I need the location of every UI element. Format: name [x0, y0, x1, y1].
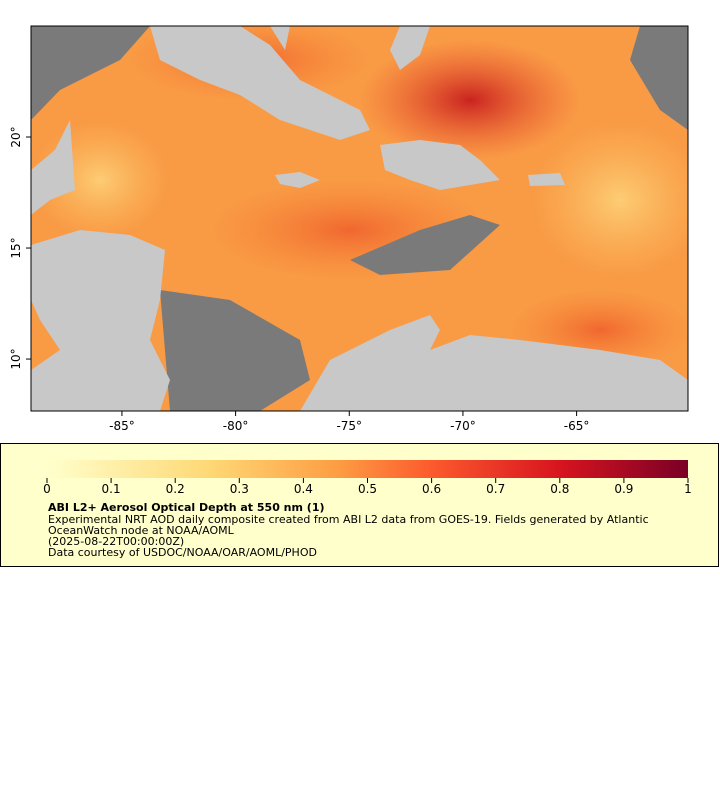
x-tick-label: -70° [450, 419, 476, 433]
x-tick-label: -80° [223, 419, 249, 433]
colorbar-tick-label: 0.4 [294, 482, 313, 496]
colorbar-tick-label: 0.8 [550, 482, 569, 496]
y-tick-label: 20° [9, 126, 23, 147]
map-frame [30, 25, 689, 412]
colorbar-tick-label: 0.5 [358, 482, 377, 496]
x-tick-label: -85° [109, 419, 135, 433]
legend-line: Experimental NRT AOD daily composite cre… [48, 513, 649, 526]
x-tick-label: -65° [564, 419, 590, 433]
y-tick-label: 10° [9, 348, 23, 369]
y-tick-label: 15° [9, 237, 23, 258]
map-raster [31, 26, 688, 411]
colorbar-tick-label: 0 [43, 482, 51, 496]
legend-line: OceanWatch node at NOAA/AOML [48, 524, 235, 537]
colorbar-tick-label: 0.3 [230, 482, 249, 496]
colorbar-tick-label: 0.2 [166, 482, 185, 496]
legend-line: Data courtesy of USDOC/NOAA/OAR/AOML/PHO… [48, 546, 317, 559]
colorbar-tick-label: 0.6 [422, 482, 441, 496]
colorbar-tick-label: 1 [684, 482, 692, 496]
colorbar-tick-label: 0.1 [102, 482, 121, 496]
colorbar-tick-label: 0.7 [486, 482, 505, 496]
colorbar-tick-label: 0.9 [614, 482, 633, 496]
x-tick-label: -75° [336, 419, 362, 433]
legend-line: (2025-08-22T00:00:00Z) [48, 535, 184, 548]
legend-title: ABI L2+ Aerosol Optical Depth at 550 nm … [48, 501, 325, 514]
color-bar [47, 460, 688, 478]
